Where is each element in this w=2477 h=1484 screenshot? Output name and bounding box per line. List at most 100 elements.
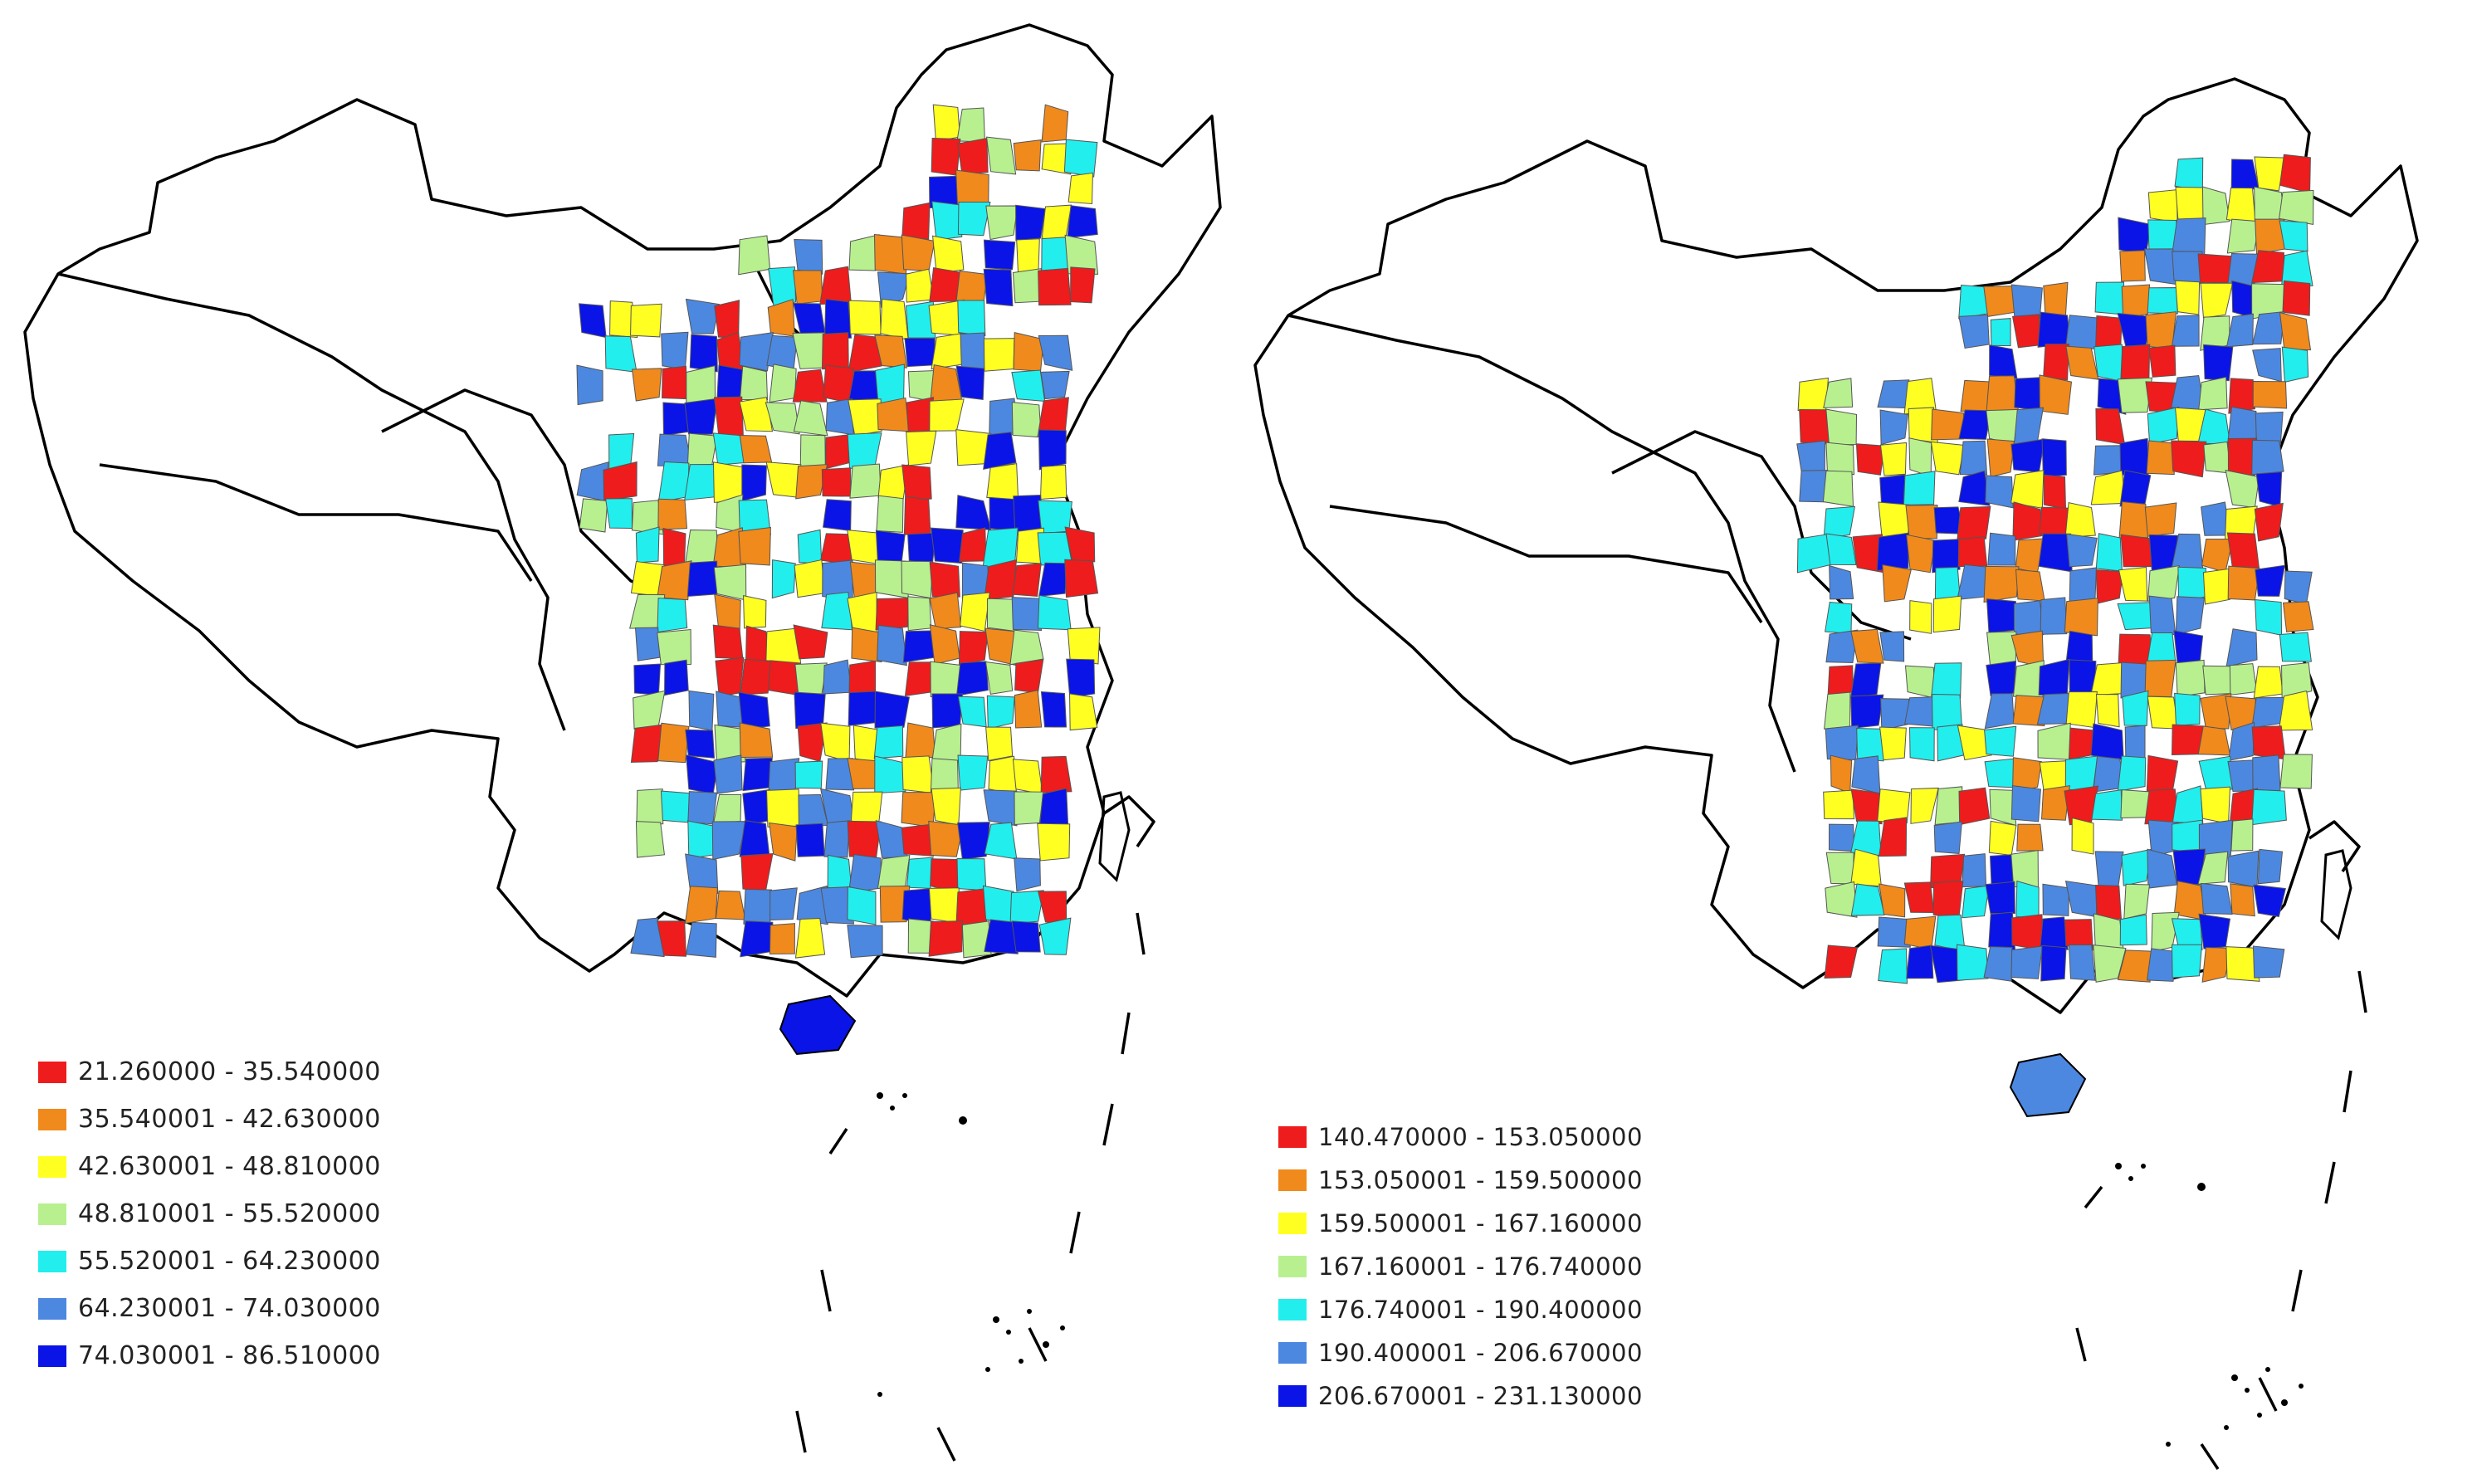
map-panel-right: 140.470000 - 153.050000 153.050001 - 159… [1238, 0, 2477, 1484]
legend-label: 140.470000 - 153.050000 [1318, 1123, 1643, 1151]
region-cell [877, 397, 910, 432]
region-cell [955, 495, 992, 530]
region-cell [1037, 594, 1072, 631]
region-cell [1878, 948, 1908, 984]
region-cell [2123, 883, 2151, 920]
region-cell [901, 202, 931, 240]
region-cell [875, 364, 905, 405]
region-cell [901, 823, 936, 857]
region-cell [2037, 311, 2071, 348]
region-cell [1904, 665, 1937, 700]
region-cell [2122, 690, 2149, 726]
region-cell [2011, 314, 2041, 349]
region-cell [739, 331, 774, 372]
region-cell [1957, 536, 1988, 568]
region-cell [771, 559, 796, 599]
region-cell [2010, 945, 2043, 979]
region-cell [1850, 694, 1884, 730]
region-cell [906, 430, 937, 466]
region-cell [1825, 533, 1857, 566]
region-cell [1825, 408, 1858, 446]
region-cell [2230, 883, 2255, 917]
region-cell [2197, 851, 2229, 885]
region-cell [1011, 369, 1046, 402]
region-cell [874, 691, 910, 729]
region-cell [662, 365, 688, 400]
region-cell [2252, 348, 2282, 383]
region-cell [2095, 533, 2123, 572]
region-cell [1882, 564, 1912, 603]
legend-item: 35.540001 - 42.630000 [38, 1096, 381, 1143]
region-cell [2227, 850, 2260, 888]
region-cell [877, 271, 911, 309]
region-cell [1958, 787, 1991, 826]
region-cell [1824, 691, 1851, 730]
region-cell [1879, 442, 1908, 476]
region-cell [1909, 600, 1932, 634]
region-cell [1038, 562, 1068, 598]
region-cell [684, 529, 719, 567]
region-cell [2147, 406, 2180, 445]
region-cell [2090, 470, 2126, 505]
region-cell [743, 594, 767, 629]
region-cell [2064, 598, 2098, 637]
region-cell [825, 434, 850, 470]
region-cell [1986, 598, 2017, 634]
region-cell [2171, 440, 2207, 478]
region-cell [1038, 917, 1072, 955]
region-cell [1037, 823, 1071, 862]
region-cell [2068, 944, 2096, 981]
region-cell [2040, 597, 2068, 635]
region-cell [1014, 658, 1044, 694]
region-cell [901, 755, 936, 794]
region-cell [903, 495, 931, 535]
region-cell [821, 591, 853, 631]
region-cell [634, 627, 661, 661]
region-cell [2254, 502, 2284, 542]
region-cell [873, 725, 904, 759]
region-cell [664, 659, 689, 696]
region-cell [2257, 848, 2284, 885]
region-cell [2094, 884, 2123, 920]
region-cell [1828, 823, 1855, 852]
region-cell [1013, 139, 1042, 172]
region-cell [767, 298, 795, 337]
region-cell [1958, 470, 1991, 506]
region-cell [956, 107, 985, 143]
legend-left: 21.260000 - 35.540000 35.540001 - 42.630… [38, 1048, 381, 1379]
region-cell [2012, 501, 2043, 541]
region-cell [848, 398, 882, 437]
region-cell [931, 332, 965, 370]
region-cell [793, 624, 828, 660]
region-cell [847, 432, 882, 470]
legend-item: 140.470000 - 153.050000 [1278, 1115, 1643, 1159]
legend-label: 48.810001 - 55.520000 [78, 1199, 381, 1228]
region-cell [794, 559, 825, 598]
region-cell [2252, 310, 2285, 345]
region-cell [983, 432, 1017, 470]
region-cell [931, 235, 965, 274]
region-cell [986, 462, 1019, 500]
region-cell [931, 787, 961, 826]
region-cell [931, 693, 964, 729]
region-cell [1015, 204, 1046, 242]
region-cell [2119, 250, 2146, 282]
region-cell [1877, 379, 1910, 409]
region-cell [738, 526, 771, 566]
legend-swatch [38, 1297, 66, 1320]
legend-label: 74.030001 - 86.510000 [78, 1341, 381, 1370]
region-cell [1958, 314, 1990, 349]
region-cell [1930, 441, 1965, 476]
region-cell [929, 592, 962, 630]
region-cell [2201, 882, 2233, 915]
region-cell [792, 369, 828, 403]
region-cell [1016, 238, 1040, 273]
region-cell [657, 433, 692, 466]
region-cell [688, 690, 715, 731]
region-cell [955, 888, 988, 926]
region-cell [2200, 282, 2234, 319]
region-cell [2093, 344, 2123, 383]
region-cell [2066, 533, 2098, 568]
region-cell [2225, 187, 2256, 224]
region-cell [2095, 569, 2124, 604]
